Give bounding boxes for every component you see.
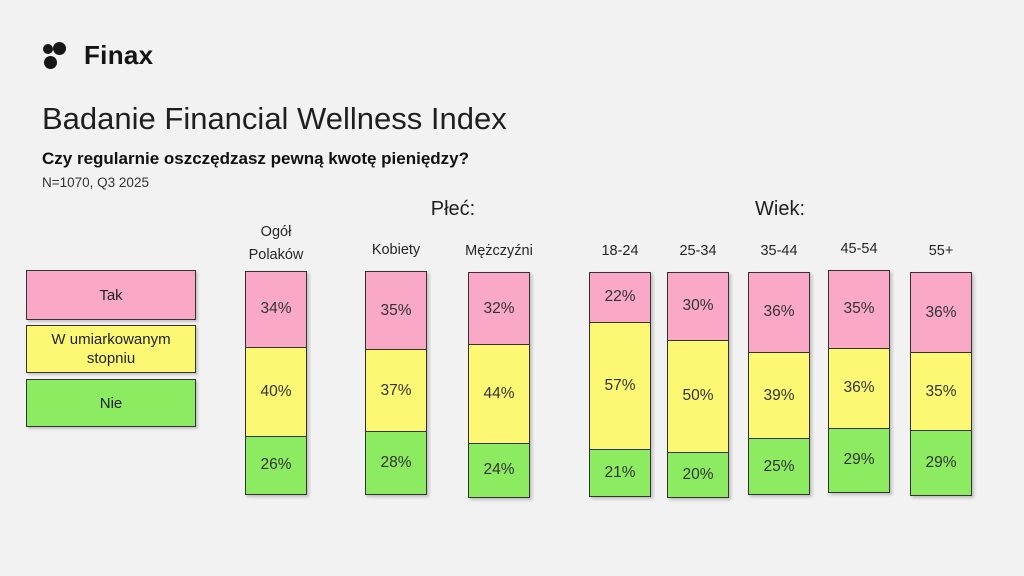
legend-label: Nie [99, 394, 123, 412]
legend-item-nie: Nie [26, 379, 196, 427]
category-label-45-54: 45-54 [840, 241, 878, 257]
category-label-ogol-polakow: Ogół Polaków [248, 224, 304, 263]
survey-question: Czy regularnie oszczędzasz pewną kwotę p… [42, 149, 470, 168]
category-label-55: 55+ [928, 243, 954, 259]
bar-55: 36% 35% 29% [910, 272, 972, 496]
category-label-25-34: 25-34 [679, 243, 717, 259]
bar-kobiety: 35% 37% 28% [365, 271, 427, 495]
logo-dot-icon [44, 56, 57, 69]
legend-item-umiarkowany: W umiarkowanym stopniu [26, 325, 196, 373]
segment-nie: 28% [366, 431, 426, 494]
segment-nie: 24% [469, 442, 529, 498]
category-label-mezczyzni: Mężczyźni [465, 243, 533, 259]
brand-name: Finax [84, 40, 154, 70]
segment-tak: 34% [246, 272, 306, 347]
segment-umiarkowany: 37% [366, 349, 426, 432]
logo-dot-icon [43, 44, 53, 54]
legend-label: Tak [99, 286, 123, 304]
segment-value-label: 40% [260, 382, 292, 400]
segment-umiarkowany: 44% [469, 344, 529, 443]
bar-ogol-polakow: 34% 40% 26% [245, 271, 307, 495]
segment-tak: 36% [911, 273, 971, 353]
segment-value-label: 29% [925, 454, 957, 472]
segment-value-label: 28% [380, 454, 412, 472]
bar-18-24: 22% 57% 21% [589, 272, 651, 497]
segment-nie: 29% [911, 430, 971, 495]
segment-tak: 35% [366, 272, 426, 349]
category-label-35-44: 35-44 [760, 243, 798, 259]
segment-nie: 26% [246, 435, 306, 494]
segment-value-label: 26% [260, 456, 292, 474]
segment-tak: 32% [469, 273, 529, 345]
segment-nie: 25% [749, 438, 809, 494]
legend-item-tak: Tak [26, 270, 196, 320]
segment-value-label: 21% [604, 463, 636, 481]
section-label-wiek: Wiek: [755, 198, 805, 220]
segment-tak: 30% [668, 273, 728, 340]
sample-note: N=1070, Q3 2025 [42, 175, 149, 190]
finax-logo [41, 40, 75, 72]
segment-value-label: 37% [380, 381, 412, 399]
segment-umiarkowany: 40% [246, 346, 306, 436]
section-label-plec: Płeć: [430, 198, 476, 220]
segment-value-label: 22% [604, 288, 636, 306]
segment-value-label: 20% [682, 465, 714, 483]
segment-value-label: 25% [763, 457, 795, 475]
legend-label: W umiarkowanym stopniu [51, 331, 171, 367]
segment-value-label: 36% [843, 379, 875, 397]
segment-nie: 21% [590, 448, 650, 496]
segment-value-label: 50% [682, 387, 714, 405]
segment-value-label: 39% [763, 386, 795, 404]
segment-value-label: 36% [763, 303, 795, 321]
bar-35-44: 36% 39% 25% [748, 272, 810, 495]
segment-umiarkowany: 57% [590, 321, 650, 449]
segment-value-label: 36% [925, 303, 957, 321]
segment-tak: 36% [749, 273, 809, 352]
segment-nie: 29% [829, 427, 889, 493]
segment-nie: 20% [668, 451, 728, 497]
segment-tak: 35% [829, 271, 889, 348]
segment-umiarkowany: 35% [911, 352, 971, 431]
segment-value-label: 35% [380, 301, 412, 319]
page-title: Badanie Financial Wellness Index [42, 101, 507, 136]
segment-value-label: 35% [925, 382, 957, 400]
segment-value-label: 44% [483, 384, 515, 402]
segment-value-label: 30% [682, 297, 714, 315]
segment-value-label: 24% [483, 461, 515, 479]
category-label-kobiety: Kobiety [371, 242, 421, 258]
bar-mezczyzni: 32% 44% 24% [468, 272, 530, 498]
segment-value-label: 32% [483, 299, 515, 317]
logo-dot-icon [53, 42, 66, 55]
segment-value-label: 34% [260, 300, 292, 318]
segment-umiarkowany: 36% [829, 347, 889, 428]
segment-tak: 22% [590, 273, 650, 322]
segment-umiarkowany: 39% [749, 351, 809, 439]
segment-umiarkowany: 50% [668, 339, 728, 452]
segment-value-label: 29% [843, 451, 875, 469]
segment-value-label: 35% [843, 300, 875, 318]
category-label-18-24: 18-24 [601, 243, 639, 259]
segment-value-label: 57% [604, 376, 636, 394]
bar-45-54: 35% 36% 29% [828, 270, 890, 493]
bar-25-34: 30% 50% 20% [667, 272, 729, 498]
